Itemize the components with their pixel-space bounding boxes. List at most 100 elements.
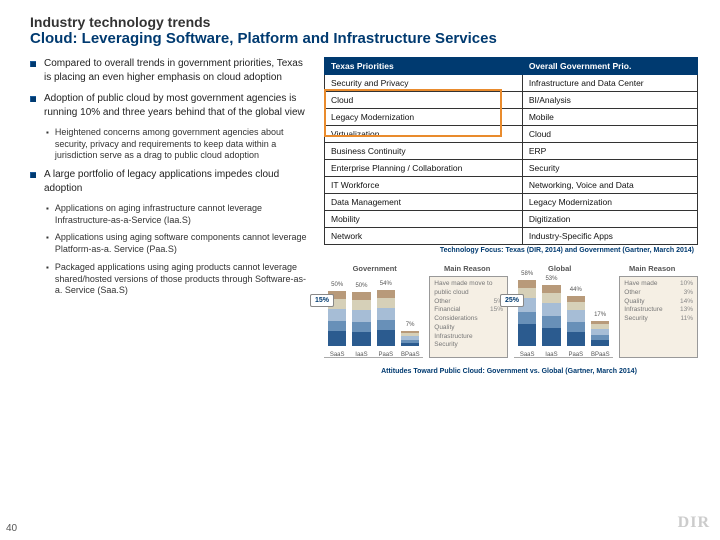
bullet-item: Compared to overall trends in government… (30, 57, 310, 84)
bar-segment (352, 322, 370, 332)
bar-stack: BPaaS7% (401, 331, 419, 346)
bar-segment (518, 280, 536, 288)
bar-top-label: 17% (591, 312, 609, 318)
bar-segment (567, 302, 585, 310)
bar-segment (352, 332, 370, 346)
bar-top-label: 50% (352, 283, 370, 289)
table-row: NetworkIndustry-Specific Apps (325, 228, 698, 245)
bullet-item: Adoption of public cloud by most governm… (30, 92, 310, 119)
bar-segment (377, 320, 395, 330)
reason-row: Quality (434, 324, 503, 333)
bar-segment (377, 308, 395, 320)
table-cell: Virtualization (325, 126, 523, 143)
reason-row: Infrastructure13% (624, 306, 693, 315)
table-row: Data ManagementLegacy Modernization (325, 194, 698, 211)
table-cell: Data Management (325, 194, 523, 211)
table-row: IT WorkforceNetworking, Voice and Data (325, 177, 698, 194)
table-cell: Networking, Voice and Data (522, 177, 697, 194)
bar-top-label: 53% (542, 276, 560, 282)
table-cell: ERP (522, 143, 697, 160)
sub-bullet-marker: ▪ (46, 233, 49, 243)
bar-segment (328, 331, 346, 346)
reason-row: Financial Considerations15% (434, 306, 503, 324)
table-cell: Security (522, 160, 697, 177)
col-gov: Government (326, 264, 423, 273)
bar-label: SaaS (518, 352, 536, 358)
bar-segment (352, 292, 370, 300)
sub-bullet-text: Packaged applications using aging produc… (55, 262, 310, 297)
bar-segment (567, 310, 585, 322)
reason-row: Infrastructure (434, 333, 503, 342)
bar-segment (377, 298, 395, 308)
table-row: Business ContinuityERP (325, 143, 698, 160)
priorities-table: Texas PrioritiesOverall Government Prio.… (324, 57, 698, 245)
table-cell: Industry-Specific Apps (522, 228, 697, 245)
bar-top-label: 54% (377, 281, 395, 287)
bar-label: IaaS (542, 352, 560, 358)
content-area: Compared to overall trends in government… (30, 57, 698, 375)
sub-bullet-text: Applications using aging software compon… (55, 232, 310, 255)
sub-bullet-item: ▪ Applications using aging software compo… (46, 232, 310, 255)
reason-row: Quality14% (624, 298, 693, 307)
bar-chart: SaaS50%IaaS50%PaaS54%BPaaS7%15% (324, 276, 423, 358)
table-cell: Cloud (522, 126, 697, 143)
chart-source: Attitudes Toward Public Cloud: Governmen… (324, 368, 694, 375)
table-row: Enterprise Planning / CollaborationSecur… (325, 160, 698, 177)
bar-top-label: 44% (567, 287, 585, 293)
bar-segment (518, 312, 536, 324)
bar-segment (542, 316, 560, 328)
table-row: MobilityDigitization (325, 211, 698, 228)
bar-segment (591, 340, 609, 346)
bar-stack: BPaaS17% (591, 321, 609, 346)
table-cell: BI/Analysis (522, 92, 697, 109)
reason-box: Have made10%Other3%Quality14%Infrastruct… (619, 276, 698, 358)
bar-stack: PaaS44% (567, 296, 585, 346)
reason-row: Other3% (624, 289, 693, 298)
bar-segment (542, 285, 560, 293)
bar-chart: SaaS58%IaaS53%PaaS44%BPaaS17%25% (514, 276, 613, 358)
slide-subtitle: Industry technology trends (30, 14, 698, 30)
reason-row: Other5% (434, 298, 503, 307)
table-wrapper: Texas PrioritiesOverall Government Prio.… (324, 57, 698, 245)
table-source: Technology Focus: Texas (DIR, 2014) and … (324, 247, 694, 254)
reason-row: Security (434, 341, 503, 350)
reason-row: Security11% (624, 315, 693, 324)
sub-bullet-marker: ▪ (46, 128, 49, 138)
table-cell: Infrastructure and Data Center (522, 75, 697, 92)
slide: Industry technology trends Cloud: Levera… (0, 0, 720, 540)
bullet-marker (30, 96, 36, 102)
chart-header-row: Government Main Reason Global Main Reaso… (324, 264, 698, 273)
table-cell: Business Continuity (325, 143, 523, 160)
bar-label: IaaS (352, 352, 370, 358)
table-header: Texas Priorities (325, 58, 523, 75)
bar-segment (377, 290, 395, 298)
title-block: Industry technology trends Cloud: Levera… (30, 14, 698, 47)
table-cell: Cloud (325, 92, 523, 109)
bar-segment (518, 324, 536, 346)
bar-segment (567, 322, 585, 332)
bar-label: PaaS (567, 352, 585, 358)
page-number: 40 (6, 523, 17, 534)
bullet-text: Adoption of public cloud by most governm… (44, 92, 310, 119)
bar-top-label: 7% (401, 322, 419, 328)
sub-bullet-item: ▪Packaged applications using aging produ… (46, 262, 310, 297)
col-reason2: Main Reason (608, 264, 696, 273)
bar-segment (401, 343, 419, 346)
right-column: Texas PrioritiesOverall Government Prio.… (324, 57, 698, 375)
left-column: Compared to overall trends in government… (30, 57, 310, 375)
bar-segment (328, 309, 346, 321)
chart-panel: SaaS50%IaaS50%PaaS54%BPaaS7%15%Have made… (324, 276, 698, 358)
table-header: Overall Government Prio. (522, 58, 697, 75)
reason-row: Have made10% (624, 280, 693, 289)
bar-segment (567, 332, 585, 346)
table-cell: IT Workforce (325, 177, 523, 194)
bar-stack: PaaS54% (377, 290, 395, 346)
bar-segment (542, 328, 560, 346)
bullet-marker (30, 172, 36, 178)
sub-bullet-item: ▪Applications on aging infrastructure ca… (46, 203, 310, 226)
bar-label: PaaS (377, 352, 395, 358)
bar-top-label: 50% (328, 282, 346, 288)
bullet-text: A large portfolio of legacy applications… (44, 168, 310, 195)
sub-bullet-text: Applications on aging infrastructure can… (55, 203, 310, 226)
bullet-marker (30, 61, 36, 67)
